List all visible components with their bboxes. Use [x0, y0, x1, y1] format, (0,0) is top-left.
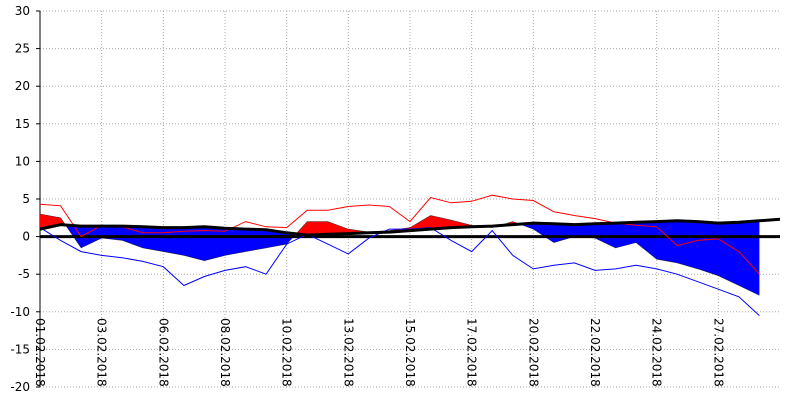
- x-tick-label: 27.02.2018: [711, 318, 725, 387]
- y-tick-label: 15: [15, 117, 30, 131]
- x-tick-label: 03.02.2018: [95, 318, 109, 387]
- line: [39, 194, 760, 275]
- x-tick-label: 17.02.2018: [465, 318, 479, 387]
- y-tick-label: 20: [15, 79, 30, 93]
- x-tick-label: 15.02.2018: [403, 318, 417, 387]
- x-tick-label: 06.02.2018: [156, 318, 170, 387]
- y-tick-label: 25: [15, 42, 30, 56]
- y-tick-label: 0: [22, 230, 30, 244]
- x-tick-label: 20.02.2018: [526, 318, 540, 387]
- y-tick-label: 5: [22, 192, 30, 206]
- x-tick-label: 13.02.2018: [341, 318, 355, 387]
- y-tick-label: -15: [10, 342, 30, 356]
- y-tick-label: 30: [15, 4, 30, 18]
- y-tick-label: -10: [10, 305, 30, 319]
- y-tick-label: -5: [18, 267, 30, 281]
- y-tick-label: 10: [15, 154, 30, 168]
- x-tick-label: 22.02.2018: [588, 318, 602, 387]
- x-tick-label: 10.02.2018: [280, 318, 294, 387]
- line: [39, 217, 781, 237]
- band-below: [40, 219, 760, 296]
- x-tick-label: 24.02.2018: [650, 318, 664, 387]
- x-tick-label: 08.02.2018: [218, 318, 232, 387]
- y-tick-label: -20: [10, 380, 30, 394]
- line: [39, 227, 760, 316]
